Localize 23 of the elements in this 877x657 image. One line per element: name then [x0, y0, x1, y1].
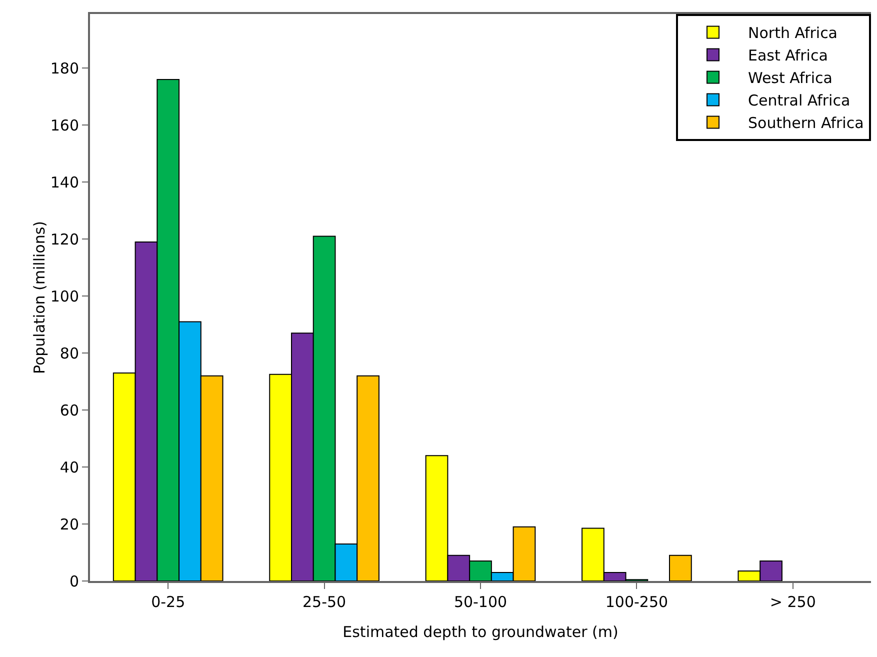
y-tick-label: 80: [60, 344, 79, 362]
y-axis-title: Population (millions): [30, 220, 48, 374]
y-tick-label: 140: [50, 173, 79, 192]
y-tick-label: 160: [50, 116, 79, 134]
y-tick-label: 100: [50, 287, 79, 306]
x-tick-label: 50-100: [454, 593, 508, 611]
bar: [669, 554, 692, 581]
x-axis-title: Estimated depth to groundwater (m): [342, 623, 618, 641]
legend-label: East Africa: [748, 46, 828, 65]
x-tick-label: 100-250: [605, 593, 668, 611]
x-tick-label: 0-25: [151, 593, 186, 611]
legend-label: North Africa: [748, 24, 838, 42]
x-tick-label: 25-50: [302, 593, 346, 611]
y-tick-label: 180: [50, 59, 79, 78]
y-tick-label: 20: [60, 515, 79, 534]
x-tick-label: > 250: [770, 593, 816, 611]
y-tick-label: 60: [60, 401, 79, 420]
legend-label: West Africa: [748, 69, 832, 88]
y-tick-label: 120: [50, 230, 79, 248]
y-tick-label: 0: [69, 572, 79, 590]
legend-label: Central Africa: [748, 92, 850, 110]
legend-label: Southern Africa: [748, 114, 864, 132]
y-tick-label: 40: [60, 458, 79, 476]
